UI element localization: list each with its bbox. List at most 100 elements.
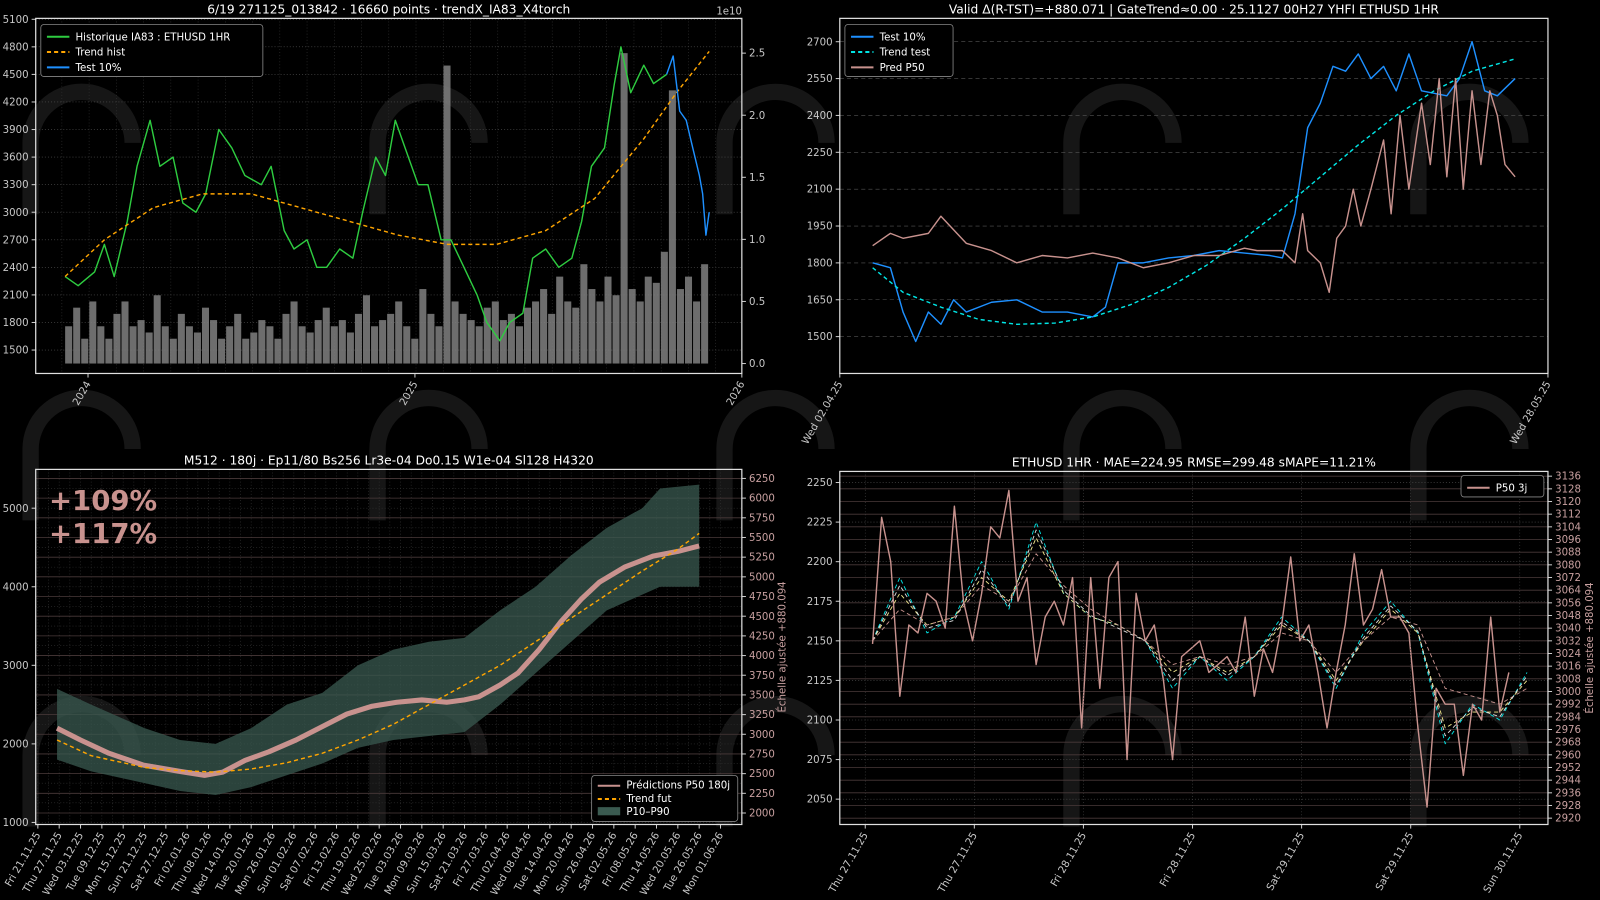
series-green — [64, 46, 668, 342]
chart-title: Valid Δ(R-TST)=+880.071 | GateTrend≈0.00… — [949, 2, 1440, 17]
volume-bar — [258, 320, 266, 364]
y2-tick-label: 5000 — [749, 572, 775, 583]
y-tick-label: 3000 — [3, 208, 29, 219]
y2-tick-label: 3250 — [749, 710, 775, 721]
volume-bar — [443, 65, 451, 364]
y-tick-label: 2075 — [807, 755, 833, 766]
x-tick-label: Fri 28.11.25 — [1158, 831, 1198, 889]
volume-bar — [185, 326, 193, 364]
volume-bar — [395, 301, 403, 364]
volume-bar — [65, 326, 73, 364]
y2-tick-label: 3104 — [1555, 522, 1581, 533]
y2-tick-label: 2960 — [1555, 750, 1581, 761]
legend-label: P10–P90 — [626, 807, 669, 818]
y2-tick-label: 3000 — [749, 730, 775, 741]
y-tick-label: 2700 — [807, 37, 833, 48]
volume-bar — [459, 313, 467, 364]
volume-bar — [652, 282, 660, 364]
y-tick-label: 1650 — [807, 295, 833, 306]
volume-bar — [201, 307, 210, 364]
legend-label: Historique IA83 : ETHUSD 1HR — [76, 32, 231, 43]
y-tick-label: 2175 — [807, 597, 833, 608]
volume-bar — [73, 307, 81, 364]
volume-bar — [218, 338, 226, 364]
legend-box — [40, 24, 264, 77]
volume-bar — [572, 307, 580, 364]
ensemble-pink — [872, 553, 1528, 705]
y2-tick-label: 3000 — [1555, 687, 1581, 698]
volume-bar — [314, 320, 322, 364]
y2-tick-label: 3064 — [1555, 586, 1581, 597]
x-tick-label: Fri 28.11.25 — [1049, 831, 1089, 889]
y2-tick-label: 2500 — [749, 769, 775, 780]
volume-bar — [556, 276, 564, 364]
volume-bar — [411, 338, 419, 364]
chart-title: ETHUSD 1HR · MAE=224.95 RMSE=299.48 sMAP… — [1012, 455, 1376, 469]
y2-tick-label: 3120 — [1555, 497, 1581, 508]
watermark-glyph — [716, 389, 835, 521]
legend-box — [1460, 475, 1545, 498]
volume-bar — [507, 313, 515, 364]
y-tick-label: 2700 — [3, 235, 29, 246]
panel-forecast-180j: 1000 2000 3000 4000 5000 2000 2250 2500 2750 3000… — [3, 453, 789, 897]
y2-tick-label: 2.0 — [749, 111, 765, 122]
y2-tick-label: 6000 — [749, 494, 775, 505]
x-tick-label: Thu 27.11.25 — [827, 831, 871, 896]
legend-label: Test 10% — [75, 63, 122, 74]
y-tick-label: 1500 — [3, 346, 29, 357]
volume-bar — [226, 326, 234, 364]
chart-title: M512 · 180j · Ep11/80 Bs256 Lr3e-04 Do0.… — [184, 453, 594, 467]
y-tick-label: 2400 — [807, 111, 833, 122]
legend-label: Test 10% — [879, 32, 926, 43]
y2-tick-label: 3750 — [749, 671, 775, 682]
y2-tick-label: 5250 — [749, 553, 775, 564]
y2-tick-label: 2992 — [1555, 700, 1581, 711]
y2-tick-label: 4000 — [749, 651, 775, 662]
volume-bar — [129, 326, 137, 364]
volume-bar — [145, 332, 153, 364]
volume-bar — [322, 307, 330, 364]
y2-tick-label: 3024 — [1555, 649, 1581, 660]
volume-bar — [371, 326, 379, 364]
volume-bar — [250, 332, 258, 364]
y2-tick-label: 2944 — [1555, 776, 1581, 787]
series-test-10- — [872, 41, 1516, 343]
y2-tick-label: 3008 — [1555, 674, 1581, 685]
y-tick-label: 1950 — [807, 222, 833, 233]
y-tick-label: 4200 — [3, 98, 29, 109]
legend-label: P50 3j — [1496, 483, 1528, 494]
volume-bar — [580, 264, 588, 364]
y2-tick-label: 2984 — [1555, 712, 1581, 723]
volume-bar — [491, 301, 499, 364]
y2-tick-label: 2928 — [1555, 801, 1581, 812]
volume-bar — [467, 320, 475, 364]
volume-bar — [290, 301, 298, 364]
volume-bar — [153, 295, 161, 364]
volume-bar — [105, 338, 113, 364]
legend-label: Trend test — [879, 48, 931, 59]
y2-tick-label: 3032 — [1555, 636, 1581, 647]
volume-bar — [354, 313, 362, 364]
y2-tick-label: 6250 — [749, 474, 775, 485]
volume-bar — [596, 301, 604, 364]
y2-tick-label: 2.5 — [749, 49, 765, 60]
legend-label: Trend hist — [75, 48, 126, 59]
volume-bar — [169, 338, 177, 364]
y2-tick-label: 4500 — [749, 612, 775, 623]
volume-bar — [298, 326, 306, 364]
performance-annotation: +117% — [49, 518, 157, 550]
watermark-glyph — [1410, 83, 1529, 215]
y2-tick-label: 2952 — [1555, 763, 1581, 774]
p10-p90-band — [57, 484, 700, 795]
y2-tick-label: 3072 — [1555, 573, 1581, 584]
volume-bar — [330, 326, 338, 364]
x-tick-label: Sun 30.11.25 — [1482, 831, 1526, 895]
volume-bar — [532, 301, 540, 364]
volume-bar — [193, 332, 201, 364]
series-pred-p50 — [872, 77, 1516, 294]
volume-bar — [346, 332, 354, 364]
volume-bar — [306, 332, 314, 364]
y-tick-label: 2150 — [807, 636, 833, 647]
volume-bar — [234, 313, 242, 364]
volume-bar — [636, 301, 644, 364]
